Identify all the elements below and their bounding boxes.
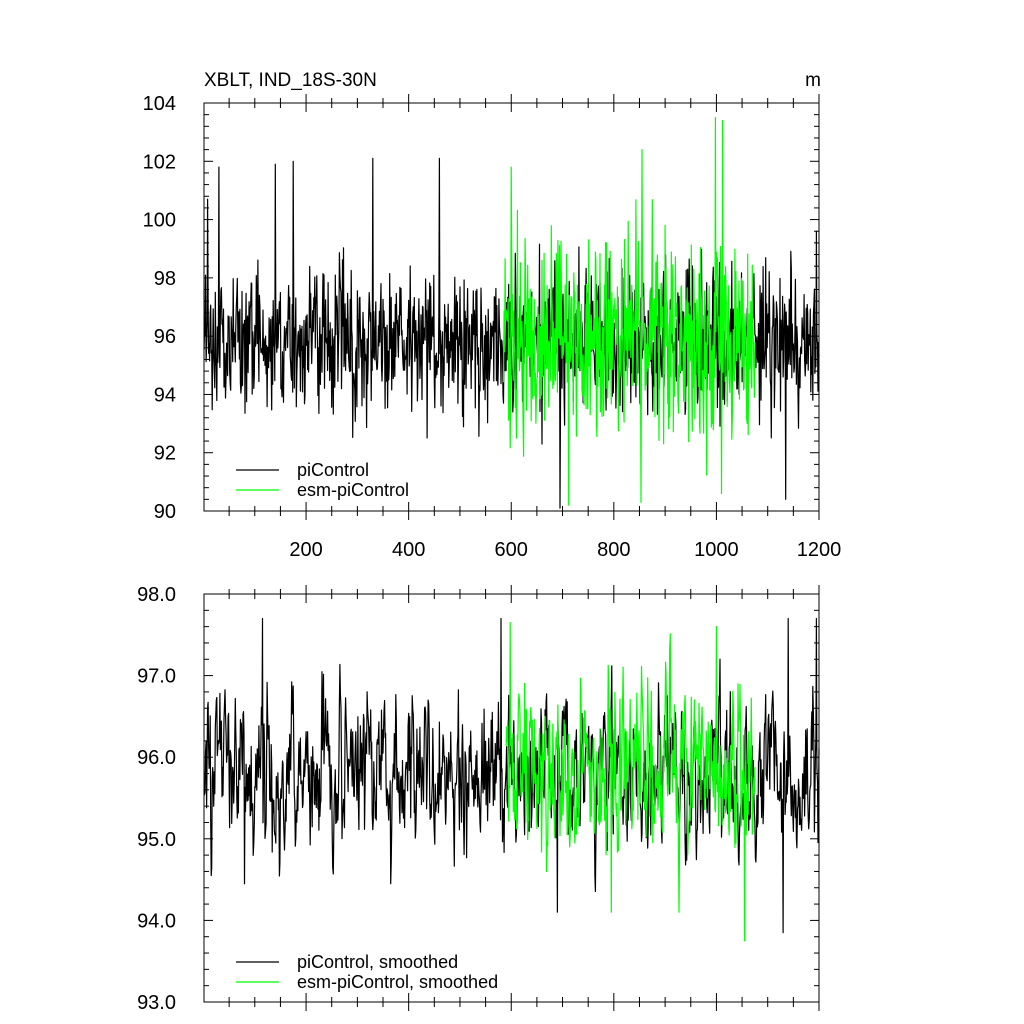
y-tick-label: 104: [143, 93, 176, 115]
x-tick-label: 400: [392, 539, 425, 561]
y-tick-label: 94.0: [137, 910, 176, 932]
y-tick-label: 94: [154, 384, 176, 406]
bottom-legend: piControl, smoothed esm-piControl, smoot…: [236, 952, 498, 992]
y-tick-label: 90: [154, 501, 176, 523]
y-tick-label: 93.0: [137, 992, 176, 1014]
units-label: m: [805, 70, 821, 91]
x-tick-label: 1200: [797, 539, 842, 561]
y-tick-label: 96: [154, 326, 176, 348]
y-tick-label: 102: [143, 151, 176, 173]
legend-label-picontrol-smoothed: piControl, smoothed: [297, 952, 458, 972]
x-tick-label: 600: [495, 539, 528, 561]
bottom-tick-layer: 93.0 94.0 95.0 96.0 97.0 98.0: [137, 584, 820, 1014]
y-tick-label: 98: [154, 268, 176, 290]
x-tick-label: 800: [597, 539, 630, 561]
bottom-panel: 93.0 94.0 95.0 96.0 97.0 98.0 piControl, smoo…: [137, 584, 820, 1014]
series-line-esm-picontrol: [502, 117, 756, 506]
x-tick-label: 200: [289, 539, 322, 561]
y-tick-label: 95.0: [137, 829, 176, 851]
legend-label-esm-picontrol: esm-piControl: [297, 480, 409, 500]
y-tick-label: 96.0: [137, 747, 176, 769]
bottom-series-layer: [203, 617, 820, 942]
top-series-layer: [203, 117, 820, 509]
legend-label-picontrol: piControl: [297, 460, 369, 480]
x-tick-label: 1000: [694, 539, 739, 561]
y-tick-label: 98.0: [137, 584, 176, 606]
y-tick-label: 97.0: [137, 666, 176, 688]
series-line-esm-picontrol-smoothed: [505, 622, 756, 942]
top-legend: piControl esm-piControl: [236, 460, 409, 500]
top-panel: XBLT, IND_18S-30N m 90 92 94 96 98 100 102 104 2…: [143, 70, 842, 561]
y-tick-label: 100: [143, 210, 176, 232]
top-tick-layer: 90 92 94 96 98 100 102 104 200 400 600 800 1000 1200: [143, 93, 842, 561]
y-tick-label: 92: [154, 443, 176, 465]
chart-title: XBLT, IND_18S-30N: [204, 70, 377, 91]
legend-label-esm-picontrol-smoothed: esm-piControl, smoothed: [297, 972, 498, 992]
